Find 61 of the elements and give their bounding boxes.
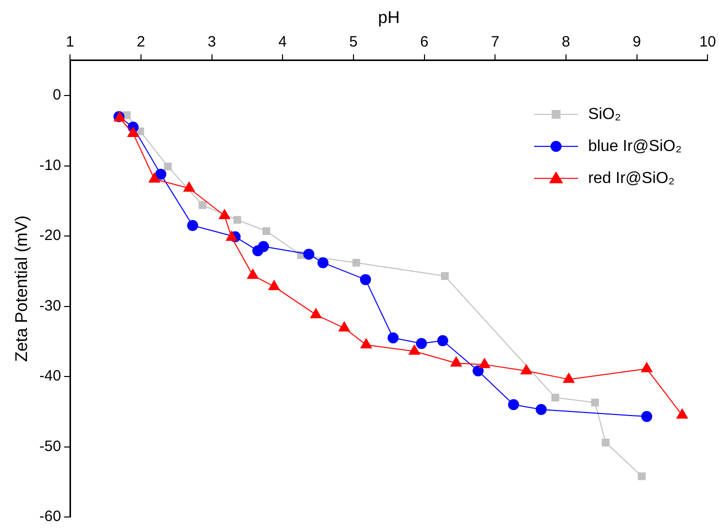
point <box>303 248 314 260</box>
point <box>508 399 520 410</box>
point <box>472 365 484 376</box>
point <box>440 272 449 280</box>
point <box>187 220 198 231</box>
point <box>602 438 610 446</box>
x-tick-label: 9 <box>632 34 641 51</box>
point <box>155 168 166 180</box>
point <box>183 181 196 192</box>
point <box>218 208 231 220</box>
point <box>246 268 259 279</box>
point <box>641 411 652 422</box>
x-axis-title: pH <box>378 8 400 27</box>
point <box>450 356 462 367</box>
x-tick-label: 1 <box>66 34 74 51</box>
x-tick-label: 8 <box>562 34 570 51</box>
x-tick-label: 2 <box>136 34 146 51</box>
y-tick-label: -30 <box>39 297 62 314</box>
y-axis-title: Zeta Potential (mV) <box>12 215 31 362</box>
point <box>562 372 575 383</box>
point <box>164 162 172 170</box>
point <box>360 274 371 286</box>
point <box>360 338 372 348</box>
point <box>310 308 322 318</box>
y-tick-label: -10 <box>39 156 62 174</box>
point <box>591 398 599 406</box>
x-tick-label: 6 <box>420 34 428 51</box>
point <box>408 344 420 355</box>
point <box>268 280 280 290</box>
point <box>262 227 270 235</box>
point <box>352 258 360 267</box>
y-tick-label: -20 <box>39 227 62 244</box>
point <box>198 201 206 209</box>
point <box>638 472 646 480</box>
point <box>416 338 427 349</box>
point <box>388 332 399 344</box>
point <box>338 321 350 332</box>
y-tick-label: -60 <box>39 508 62 526</box>
point <box>233 216 242 224</box>
y-tick-label: -50 <box>39 438 62 455</box>
x-tick-label: 5 <box>349 34 358 51</box>
legend-label: red Ir@SiO₂ <box>588 170 675 187</box>
point <box>640 362 653 372</box>
y-tick-label: -40 <box>39 368 62 385</box>
y-tick-label: 0 <box>52 86 62 104</box>
point <box>520 364 532 374</box>
point <box>226 230 238 241</box>
point <box>148 172 160 183</box>
legend-label: blue Ir@SiO₂ <box>588 138 682 155</box>
point <box>317 257 328 268</box>
point <box>551 394 560 402</box>
point <box>478 358 491 368</box>
point <box>437 335 448 346</box>
point <box>536 404 547 416</box>
x-tick-label: 3 <box>208 34 216 51</box>
x-tick-label: 10 <box>699 34 716 51</box>
legend-label: SiO₂ <box>588 106 621 123</box>
x-tick-label: 7 <box>490 34 500 51</box>
point <box>676 408 688 419</box>
point <box>258 241 269 252</box>
x-tick-label: 4 <box>278 34 287 51</box>
